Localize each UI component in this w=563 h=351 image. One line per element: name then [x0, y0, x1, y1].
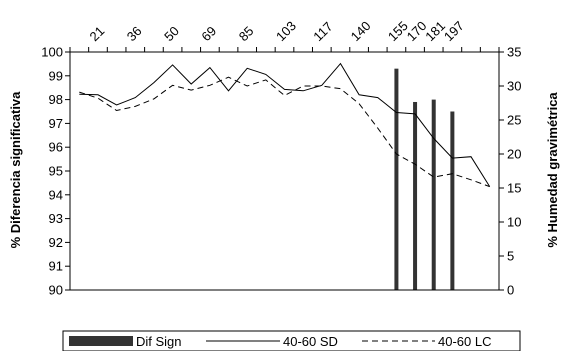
y-right-tick-label: 15	[507, 181, 521, 196]
bar-dif-sign	[450, 111, 455, 290]
legend: Dif Sign 40-60 SD 40-60 LC	[62, 330, 521, 351]
x-top-tick-label: 69	[198, 23, 219, 44]
x-top-tick-label: 85	[236, 23, 257, 44]
y-left-tick-label: 91	[49, 259, 63, 274]
bar-dif-sign	[394, 68, 399, 290]
legend-label-dif-sign: Dif Sign	[136, 334, 182, 349]
y-left-tick-label: 90	[49, 283, 63, 298]
line-series	[79, 62, 491, 188]
x-top-tick-label: 103	[273, 18, 299, 44]
bar-dif-sign	[413, 101, 418, 290]
x-top-tick-label: 117	[310, 19, 335, 44]
y-right-tick-label: 0	[507, 283, 514, 298]
y-left-tick-label: 98	[49, 92, 63, 107]
y-right-tick-label: 25	[507, 113, 521, 128]
y-left-tick-label: 100	[41, 45, 63, 60]
y-left-tick-label: 93	[49, 211, 63, 226]
y-left-tick-label: 95	[49, 164, 63, 179]
y-left-tick-label: 92	[49, 235, 63, 250]
legend-label-40-60-sd: 40-60 SD	[283, 334, 338, 349]
y-axis-left-label: % Diferencia significativa	[8, 91, 23, 249]
y-left-tick-label: 94	[49, 187, 63, 202]
legend-box	[62, 330, 521, 351]
axes: 90 91 92 93 94 95 96 97 98 99 100 0 5 10 15 20 25 30 35 21 3…	[41, 18, 521, 297]
y-left-tick-label: 99	[49, 68, 63, 83]
legend-swatch-dif-sign	[69, 336, 133, 346]
y-right-tick-label: 35	[507, 45, 521, 60]
x-top-tick-label: 140	[348, 18, 374, 44]
bar-dif-sign	[431, 99, 436, 290]
y-axis-right-label: % Humedad gravimétrica	[545, 92, 560, 248]
legend-label-40-60-lc: 40-60 LC	[438, 334, 491, 349]
y-right-tick-label: 30	[507, 79, 521, 94]
y-right-tick-label: 5	[507, 249, 514, 264]
bar-series	[394, 68, 455, 290]
line-40-60-lc	[79, 76, 490, 188]
y-left-tick-label: 97	[49, 116, 63, 131]
x-top-tick-label: 36	[124, 23, 145, 44]
x-top-tick-label: 50	[161, 23, 182, 44]
y-left-tick-label: 96	[49, 140, 63, 155]
y-right-tick-label: 10	[507, 215, 521, 230]
line-40-60-sd	[79, 62, 491, 187]
x-top-tick-label: 21	[86, 23, 107, 44]
x-top-tick-label: 197	[441, 18, 467, 44]
y-right-tick-label: 20	[507, 147, 521, 162]
